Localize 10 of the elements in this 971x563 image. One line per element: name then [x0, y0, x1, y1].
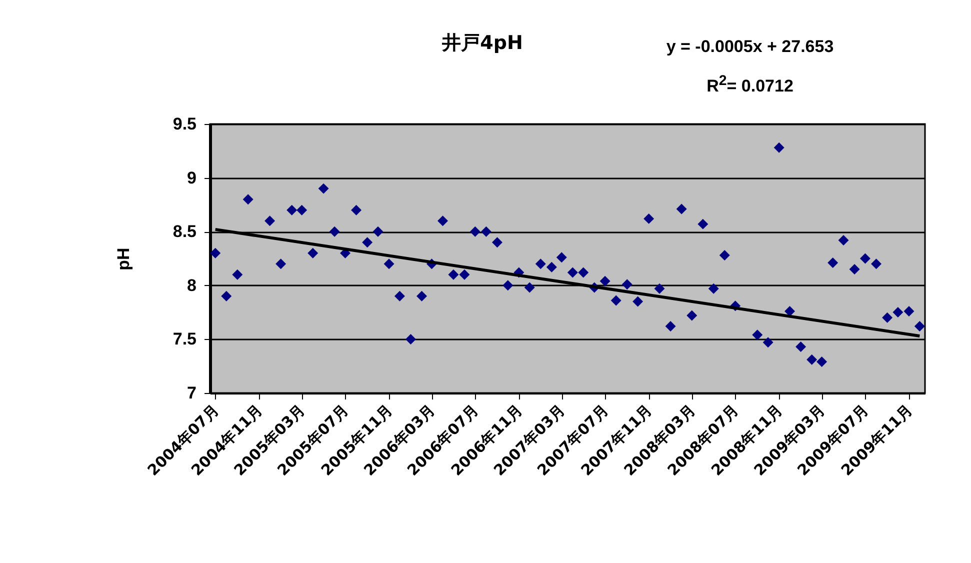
text: R$^{2}$= 0.0712 — [706, 72, 794, 98]
y-tick-label: 7.5 — [172, 330, 196, 349]
y-tick-label: 9 — [187, 168, 196, 188]
y-tick-label: 7 — [187, 384, 196, 402]
y-tick-label: 9.5 — [172, 114, 196, 134]
y-tick-label: 8 — [187, 276, 196, 295]
y-axis-title: pH — [114, 248, 133, 270]
text: y = -0.0005x + 27.653 — [665, 36, 835, 58]
y-tick-label: 8.5 — [172, 222, 196, 242]
chart-title: 井戸4pH — [441, 32, 523, 54]
